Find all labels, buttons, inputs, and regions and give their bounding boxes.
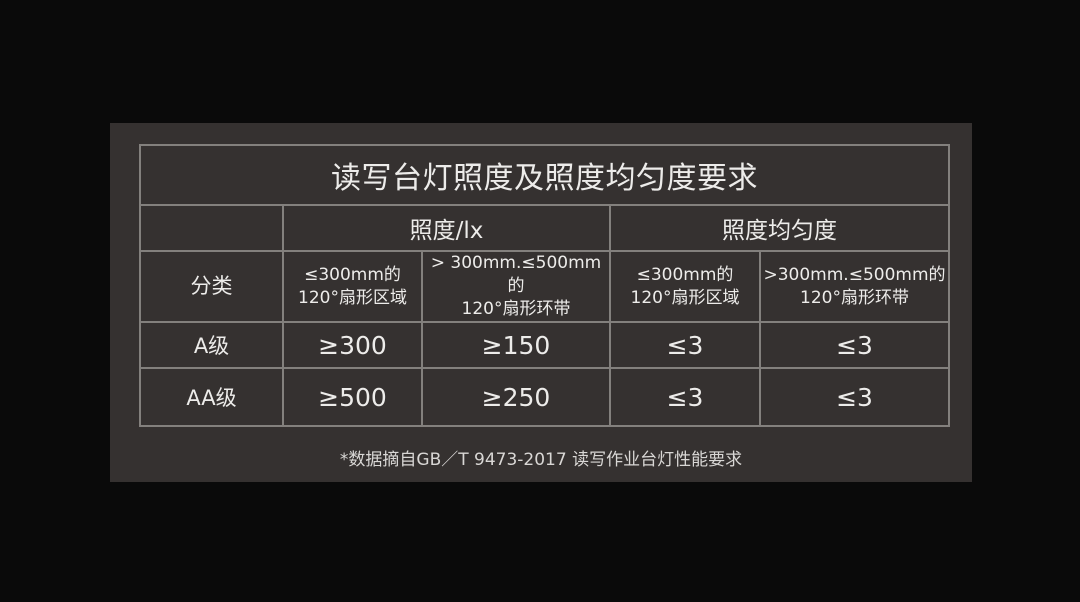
info-panel: 读写台灯照度及照度均匀度要求 照度/lx 照度均匀度 分类 ≤300mm的 12… (110, 123, 972, 482)
col-header-line: ≤300mm的 (304, 264, 401, 285)
cell-aa-lux-outer: ≥250 (421, 367, 611, 427)
table-title-row: 读写台灯照度及照度均匀度要求 (138, 144, 951, 206)
cell-aa-uniformity-near: ≤3 (609, 367, 761, 427)
col-header-lux-outer-ring: > 300mm.≤500mm的 120°扇形环带 (421, 250, 611, 323)
col-header-line: > 300mm.≤500mm的 (430, 253, 602, 296)
source-footnote: *数据摘自GB／T 9473-2017 读写作业台灯性能要求 (339, 450, 743, 470)
cell-a-uniformity-outer: ≤3 (758, 321, 951, 369)
col-header-line: >300mm.≤500mm的 (763, 264, 946, 285)
group-header-row: 照度/lx 照度均匀度 (139, 204, 951, 252)
column-header-row: 分类 ≤300mm的 120°扇形区域 > 300mm.≤500mm的 120°… (139, 250, 951, 323)
col-header-lux-near-zone: ≤300mm的 120°扇形区域 (282, 250, 423, 323)
col-header-line: 120°扇形区域 (298, 287, 407, 308)
cell-aa-uniformity-outer: ≤3 (758, 367, 951, 427)
group-header-illuminance: 照度/lx (282, 204, 611, 252)
col-header-line: 120°扇形环带 (800, 287, 909, 308)
illuminance-spec-table: 读写台灯照度及照度均匀度要求 照度/lx 照度均匀度 分类 ≤300mm的 12… (138, 144, 951, 427)
cell-a-uniformity-near: ≤3 (609, 321, 761, 369)
table-row-grade-a: A级 ≥300 ≥150 ≤3 ≤3 (139, 321, 951, 369)
col-header-line: ≤300mm的 (636, 264, 734, 285)
col-header-category: 分类 (139, 250, 284, 323)
cell-aa-lux-near: ≥500 (282, 367, 423, 427)
group-header-empty-cell (139, 204, 284, 252)
cell-a-lux-outer: ≥150 (421, 321, 611, 369)
row-label-grade-aa: AA级 (139, 367, 284, 427)
table-title: 读写台灯照度及照度均匀度要求 (138, 144, 951, 206)
col-header-uniformity-outer-ring: >300mm.≤500mm的 120°扇形环带 (758, 250, 951, 323)
row-label-grade-a: A级 (139, 321, 284, 369)
table-row-grade-aa: AA级 ≥500 ≥250 ≤3 ≤3 (139, 367, 951, 427)
col-header-line: 120°扇形区域 (630, 287, 740, 308)
group-header-uniformity: 照度均匀度 (608, 204, 951, 252)
col-header-uniformity-near-zone: ≤300mm的 120°扇形区域 (609, 250, 761, 323)
cell-a-lux-near: ≥300 (282, 321, 423, 369)
col-header-line: 120°扇形环带 (461, 299, 571, 319)
